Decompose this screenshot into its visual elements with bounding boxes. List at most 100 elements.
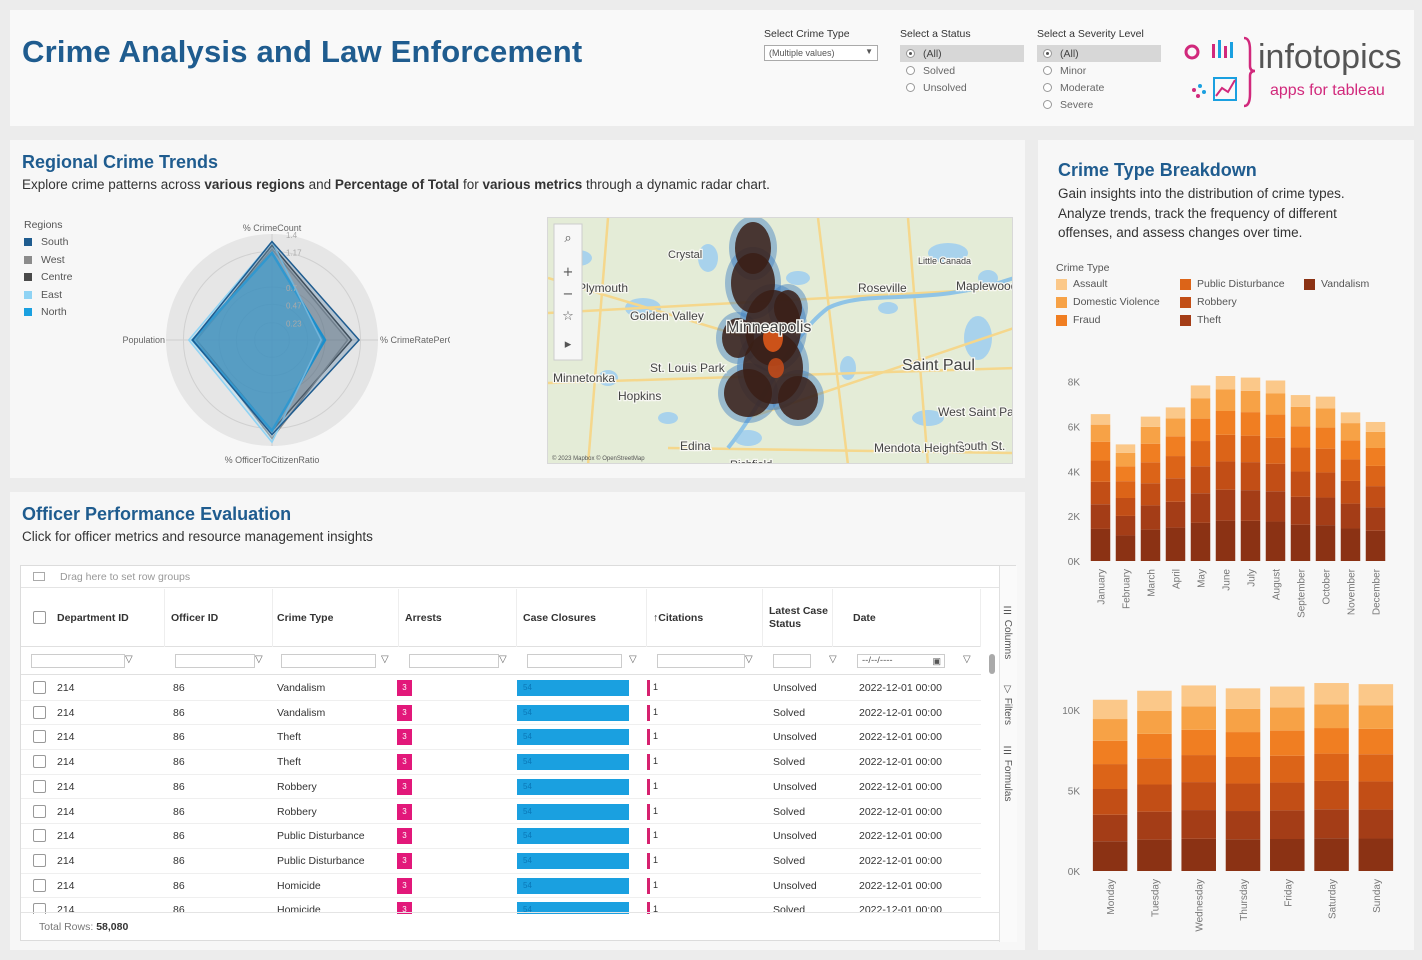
bar-segment-domestic-violence[interactable] xyxy=(1225,708,1261,733)
region-legend-item[interactable]: South xyxy=(24,234,73,252)
bar-segment-public-disturbance[interactable] xyxy=(1358,754,1394,782)
severity-option-minor[interactable]: Minor xyxy=(1037,62,1161,79)
filter-icon[interactable]: ▽ xyxy=(829,654,837,665)
bar-segment-fraud[interactable] xyxy=(1090,441,1111,461)
weekday-crime-chart[interactable]: 0K 5K 10K Monday Tuesday Wednesday Thursday Fri… xyxy=(1052,658,1402,944)
bar-segment-assault[interactable] xyxy=(1190,385,1211,399)
row-checkbox[interactable] xyxy=(33,779,46,793)
bar-segment-robbery[interactable] xyxy=(1365,486,1386,508)
bar-segment-assault[interactable] xyxy=(1090,414,1111,425)
bar-segment-vandalism[interactable] xyxy=(1358,838,1394,871)
crime-type-legend-item[interactable]: Theft xyxy=(1180,314,1221,326)
bar-segment-theft[interactable] xyxy=(1240,490,1261,521)
row-checkbox[interactable] xyxy=(33,804,46,818)
bar-segment-theft[interactable] xyxy=(1265,491,1286,522)
filter-icon[interactable]: ▽ xyxy=(629,654,637,665)
bar-segment-vandalism[interactable] xyxy=(1140,529,1161,561)
bar-segment-robbery[interactable] xyxy=(1290,471,1311,497)
column-header[interactable]: Arrests xyxy=(399,589,517,647)
bar-segment-domestic-violence[interactable] xyxy=(1240,390,1261,413)
bar-segment-robbery[interactable] xyxy=(1115,497,1136,516)
column-header[interactable]: Department ID xyxy=(51,589,165,647)
bar-segment-fraud[interactable] xyxy=(1290,426,1311,448)
table-row[interactable]: 214 86 Public Disturbance Unsolved 2022-12-0… xyxy=(21,824,981,849)
bar-segment-vandalism[interactable] xyxy=(1137,839,1172,871)
bar-segment-theft[interactable] xyxy=(1340,503,1361,529)
bar-segment-vandalism[interactable] xyxy=(1215,520,1236,561)
bar-segment-public-disturbance[interactable] xyxy=(1181,755,1216,783)
bar-segment-fraud[interactable] xyxy=(1240,412,1261,436)
bar-segment-fraud[interactable] xyxy=(1190,418,1211,442)
bar-segment-fraud[interactable] xyxy=(1215,410,1236,435)
bar-segment-vandalism[interactable] xyxy=(1240,520,1261,561)
columns-tab[interactable]: ☰ Columns xyxy=(1002,606,1013,659)
bar-segment-domestic-violence[interactable] xyxy=(1137,711,1172,734)
bar-segment-public-disturbance[interactable] xyxy=(1365,465,1386,487)
bar-segment-robbery[interactable] xyxy=(1140,483,1161,506)
bar-segment-theft[interactable] xyxy=(1365,507,1386,531)
row-checkbox[interactable] xyxy=(33,705,46,719)
filter-icon[interactable]: ▽ xyxy=(125,654,133,665)
bar-segment-vandalism[interactable] xyxy=(1290,524,1311,561)
select-all-checkbox[interactable] xyxy=(33,611,46,624)
column-filter-input[interactable] xyxy=(409,654,499,668)
bar-segment-theft[interactable] xyxy=(1165,501,1186,528)
column-header[interactable]: Date xyxy=(847,589,981,647)
bar-segment-vandalism[interactable] xyxy=(1190,522,1211,561)
bar-segment-public-disturbance[interactable] xyxy=(1265,437,1286,464)
bar-segment-robbery[interactable] xyxy=(1314,780,1349,810)
column-header[interactable]: Crime Type xyxy=(271,589,399,647)
crime-type-legend-item[interactable]: Robbery xyxy=(1180,296,1237,308)
bar-segment-domestic-violence[interactable] xyxy=(1290,406,1311,427)
status-option-all[interactable]: (All) xyxy=(900,45,1024,62)
bar-segment-vandalism[interactable] xyxy=(1165,527,1186,561)
bar-segment-theft[interactable] xyxy=(1314,809,1349,839)
column-filter-input[interactable] xyxy=(281,654,376,668)
filter-icon[interactable]: ▽ xyxy=(963,654,971,665)
crime-type-dropdown[interactable]: (Multiple values) ▼ xyxy=(764,45,878,61)
bar-segment-fraud[interactable] xyxy=(1315,427,1336,449)
bar-segment-vandalism[interactable] xyxy=(1265,521,1286,561)
bar-segment-public-disturbance[interactable] xyxy=(1315,448,1336,473)
row-checkbox[interactable] xyxy=(33,903,46,914)
formulas-tab[interactable]: ☰ Formulas xyxy=(1002,746,1013,801)
row-checkbox[interactable] xyxy=(33,755,46,769)
bar-segment-domestic-violence[interactable] xyxy=(1165,418,1186,437)
bar-segment-domestic-violence[interactable] xyxy=(1315,408,1336,428)
bar-segment-assault[interactable] xyxy=(1365,421,1386,432)
bar-segment-public-disturbance[interactable] xyxy=(1215,434,1236,462)
bar-segment-assault[interactable] xyxy=(1181,685,1216,707)
map-expand-icon[interactable]: ▸ xyxy=(565,337,572,352)
bar-segment-domestic-violence[interactable] xyxy=(1265,393,1286,415)
bar-segment-vandalism[interactable] xyxy=(1315,525,1336,561)
bar-segment-public-disturbance[interactable] xyxy=(1225,756,1261,784)
bar-segment-domestic-violence[interactable] xyxy=(1270,707,1305,731)
bar-segment-robbery[interactable] xyxy=(1315,472,1336,498)
bar-segment-fraud[interactable] xyxy=(1365,447,1386,466)
bar-segment-public-disturbance[interactable] xyxy=(1270,755,1305,783)
bar-segment-fraud[interactable] xyxy=(1265,414,1286,438)
bar-segment-robbery[interactable] xyxy=(1270,782,1305,811)
bar-segment-theft[interactable] xyxy=(1181,810,1216,839)
crime-type-legend-item[interactable]: Fraud xyxy=(1056,314,1100,326)
bar-segment-vandalism[interactable] xyxy=(1314,838,1349,871)
bar-segment-fraud[interactable] xyxy=(1140,443,1161,463)
bar-segment-theft[interactable] xyxy=(1137,811,1172,840)
bar-segment-assault[interactable] xyxy=(1115,444,1136,453)
bar-segment-domestic-violence[interactable] xyxy=(1314,704,1349,729)
bar-segment-robbery[interactable] xyxy=(1092,788,1128,815)
bar-segment-fraud[interactable] xyxy=(1181,729,1216,756)
crime-type-legend-item[interactable]: Assault xyxy=(1056,278,1107,290)
severity-option-all[interactable]: (All) xyxy=(1037,45,1161,62)
bar-segment-assault[interactable] xyxy=(1290,395,1311,407)
bar-segment-robbery[interactable] xyxy=(1137,784,1172,812)
bar-segment-vandalism[interactable] xyxy=(1270,839,1305,871)
bar-segment-fraud[interactable] xyxy=(1314,728,1349,754)
bar-segment-vandalism[interactable] xyxy=(1181,838,1216,871)
grid-scrollbar[interactable] xyxy=(989,654,995,674)
bar-segment-robbery[interactable] xyxy=(1215,461,1236,490)
bar-segment-assault[interactable] xyxy=(1240,377,1261,391)
column-filter-input[interactable] xyxy=(657,654,745,668)
bar-segment-vandalism[interactable] xyxy=(1225,839,1261,871)
bar-segment-domestic-violence[interactable] xyxy=(1092,719,1128,741)
